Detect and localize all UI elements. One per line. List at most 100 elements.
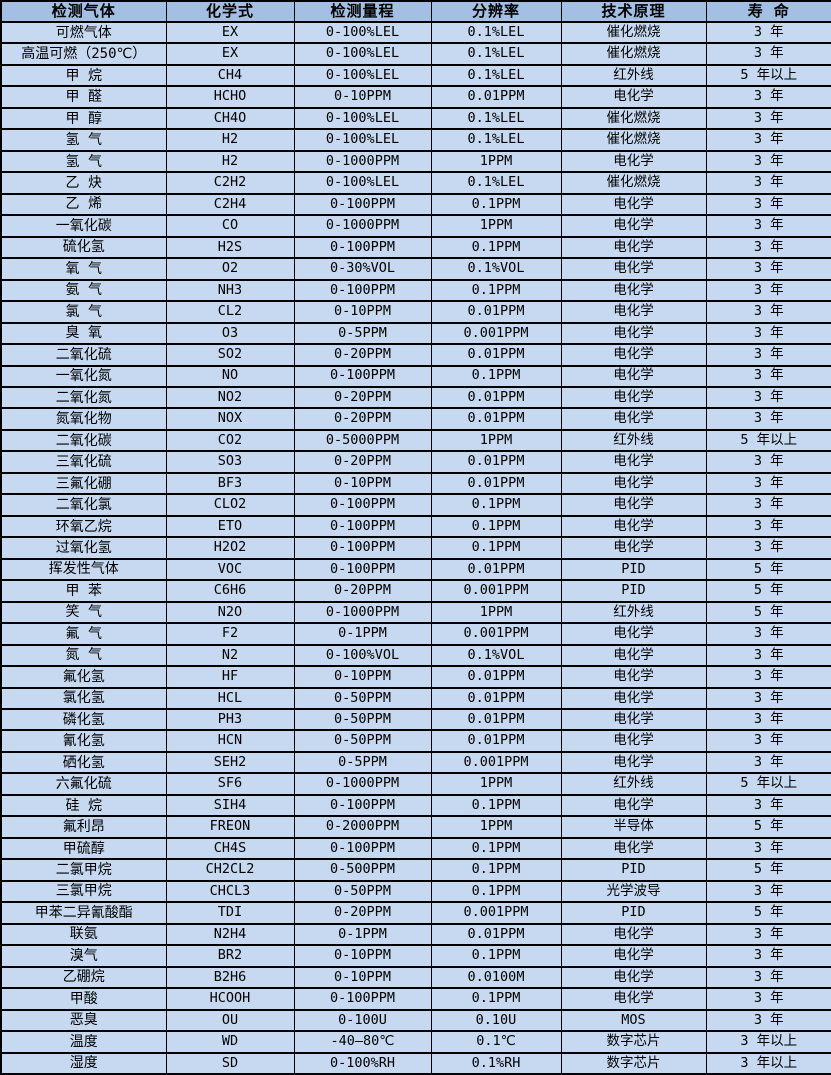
cell-lifespan: 3 年 [705, 450, 831, 474]
cell-range: 0-100%LEL [293, 128, 432, 152]
cell-principle: 电化学 [560, 192, 707, 217]
cell-lifespan: 3 年 [705, 343, 831, 367]
header-cell-gas: 检测气体 [0, 0, 167, 23]
cell-range: 0-1000PPM [293, 214, 432, 238]
cell-principle: 电化学 [560, 321, 707, 346]
cell-lifespan: 3 年 [705, 944, 831, 968]
cell-principle: 电化学 [560, 987, 707, 1011]
header-cell-lifespan: 寿 命 [705, 0, 831, 23]
cell-gas: 温度 [0, 1030, 167, 1054]
cell-formula: NH3 [165, 278, 295, 303]
cell-principle: 电化学 [560, 343, 707, 367]
cell-gas: 磷化氢 [0, 707, 167, 732]
cell-lifespan: 5 年 [705, 858, 831, 882]
cell-principle: 电化学 [560, 257, 707, 281]
cell-resolution: 0.01PPM [430, 557, 562, 582]
cell-range: 0-20PPM [293, 385, 432, 410]
cell-formula: H2 [165, 149, 295, 174]
cell-range: 0-50PPM [293, 879, 432, 904]
cell-resolution: 0.1PPM [430, 536, 562, 560]
cell-resolution: 0.1%VOL [430, 643, 562, 668]
cell-resolution: 0.1PPM [430, 944, 562, 968]
cell-gas: 甲苯二异氰酸酯 [0, 901, 167, 925]
cell-range: 0-10PPM [293, 471, 432, 496]
cell-resolution: 0.1PPM [430, 793, 562, 818]
cell-gas: 环氧乙烷 [0, 514, 167, 539]
table-row: 甲酸 HCOOH 0-100PPM 0.1PPM 电化学 3 年 [0, 987, 831, 1011]
cell-principle: 电化学 [560, 922, 707, 947]
cell-principle: 光学波导 [560, 879, 707, 904]
cell-principle: 电化学 [560, 149, 707, 174]
cell-principle: 电化学 [560, 707, 707, 732]
cell-lifespan: 3 年 [705, 987, 831, 1011]
cell-lifespan: 3 年 [705, 793, 831, 818]
cell-resolution: 0.1PPM [430, 858, 562, 882]
cell-resolution: 0.1PPM [430, 192, 562, 217]
cell-gas: 甲 醇 [0, 106, 167, 131]
cell-range: 0-5000PPM [293, 428, 432, 453]
cell-gas: 可燃气体 [0, 20, 167, 45]
cell-principle: 红外线 [560, 428, 707, 453]
table-row: 磷化氢 PH3 0-50PPM 0.01PPM 电化学 3 年 [0, 707, 831, 732]
cell-gas: 氯化氢 [0, 686, 167, 711]
cell-lifespan: 3 年 [705, 128, 831, 152]
table-header: 检测气体 化学式 检测量程 分辨率 技术原理寿 命 [0, 0, 831, 23]
cell-formula: FREON [165, 815, 295, 839]
table-row: 甲硫醇 CH4S 0-100PPM 0.1PPM 电化学 3 年 [0, 836, 831, 861]
cell-principle: 电化学 [560, 407, 707, 431]
table-row: 溴气 BR2 0-10PPM 0.1PPM 电化学 3 年 [0, 944, 831, 968]
table-row: 氢 气 H2 0-100%LEL 0.1%LEL 催化燃烧 3 年 [0, 128, 831, 152]
cell-principle: 半导体 [560, 815, 707, 839]
cell-formula: VOC [165, 557, 295, 582]
cell-range: 0-1PPM [293, 922, 432, 947]
cell-resolution: 0.1%LEL [430, 128, 562, 152]
cell-range: 0-1PPM [293, 622, 432, 646]
cell-formula: EX [165, 20, 295, 45]
cell-principle: 电化学 [560, 278, 707, 303]
cell-principle: 催化燃烧 [560, 20, 707, 45]
cell-formula: N2O [165, 600, 295, 625]
cell-gas: 氟利昂 [0, 815, 167, 839]
cell-formula: SO3 [165, 450, 295, 474]
cell-lifespan: 3 年 [705, 965, 831, 990]
cell-principle: 电化学 [560, 364, 707, 388]
cell-lifespan: 5 年以上 [705, 428, 831, 453]
table-row: 氟 气 F2 0-1PPM 0.001PPM 电化学 3 年 [0, 622, 831, 646]
cell-lifespan: 3 年 [705, 321, 831, 346]
cell-formula: CHCL3 [165, 879, 295, 904]
cell-formula: CH4O [165, 106, 295, 131]
table-row: 湿度 SD 0-100%RH 0.1%RH 数字芯片 3 年以上 [0, 1051, 831, 1075]
table-row: 二氧化碳 CO2 0-5000PPM 1PPM 红外线 5 年以上 [0, 428, 831, 453]
cell-range: 0-100PPM [293, 514, 432, 539]
cell-gas: 二氧化硫 [0, 343, 167, 367]
cell-formula: SEH2 [165, 750, 295, 775]
cell-resolution: 1PPM [430, 772, 562, 796]
cell-resolution: 0.1%LEL [430, 42, 562, 66]
cell-lifespan: 3 年以上 [705, 1030, 831, 1054]
cell-range: 0-100PPM [293, 793, 432, 818]
table-row: 硅 烷 SIH4 0-100PPM 0.1PPM 电化学 3 年 [0, 793, 831, 818]
cell-range: 0-100%LEL [293, 42, 432, 66]
cell-principle: 电化学 [560, 235, 707, 260]
cell-lifespan: 3 年 [705, 235, 831, 260]
cell-formula: HF [165, 665, 295, 689]
cell-principle: 电化学 [560, 750, 707, 775]
cell-range: 0-100PPM [293, 192, 432, 217]
cell-lifespan: 3 年 [705, 171, 831, 195]
cell-lifespan: 3 年 [705, 493, 831, 517]
cell-lifespan: 3 年 [705, 879, 831, 904]
cell-resolution: 0.01PPM [430, 471, 562, 496]
cell-lifespan: 3 年 [705, 622, 831, 646]
table-row: 一氧化氮 NO 0-100PPM 0.1PPM 电化学 3 年 [0, 364, 831, 388]
cell-formula: NOX [165, 407, 295, 431]
cell-gas: 氧 气 [0, 257, 167, 281]
table-row: 乙 炔 C2H2 0-100%LEL 0.1%LEL 催化燃烧 3 年 [0, 171, 831, 195]
table-row: 可燃气体 EX 0-100%LEL 0.1%LEL 催化燃烧 3 年 [0, 20, 831, 45]
table-row: 三氯甲烷 CHCL3 0-50PPM 0.1PPM 光学波导 3 年 [0, 879, 831, 904]
cell-range: 0-100%VOL [293, 643, 432, 668]
cell-gas: 硫化氢 [0, 235, 167, 260]
table-row: 二氧化氮 NO2 0-20PPM 0.01PPM 电化学 3 年 [0, 385, 831, 410]
cell-range: 0-100PPM [293, 364, 432, 388]
cell-gas: 二氧化氯 [0, 493, 167, 517]
cell-lifespan: 3 年 [705, 729, 831, 753]
